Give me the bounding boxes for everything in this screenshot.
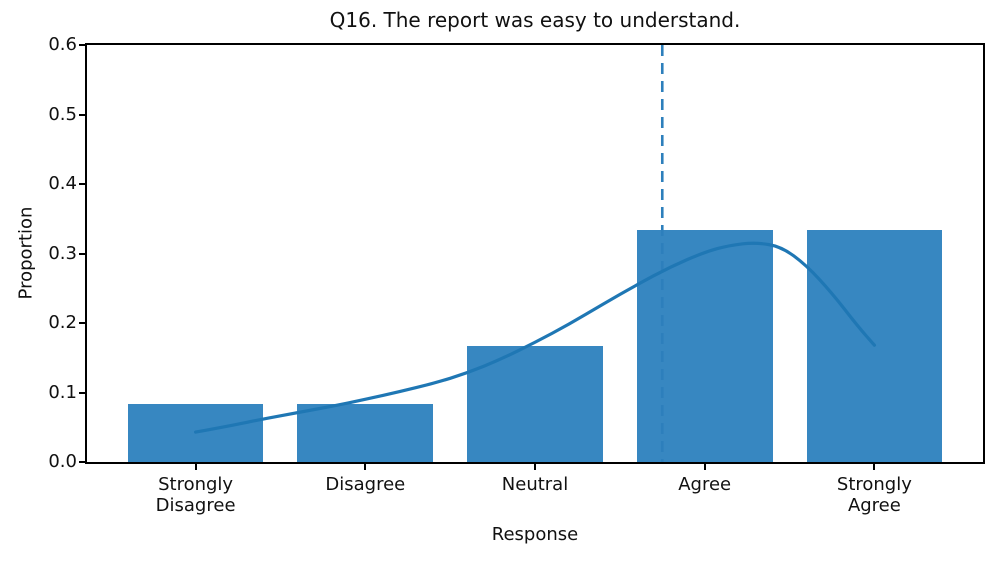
y-axis-label: Proportion	[15, 206, 37, 300]
bar-disagree	[297, 404, 434, 462]
bar-agree	[636, 230, 773, 462]
x-tick-label: Strongly Agree	[836, 474, 912, 516]
overlay-layer	[194, 45, 876, 462]
x-axis-label: Response	[491, 524, 579, 545]
y-tick-label: 0.1	[48, 381, 77, 403]
y-tick-mark	[79, 252, 87, 255]
y-tick-label: 0.5	[48, 103, 77, 125]
y-tick-mark	[79, 391, 87, 394]
x-tick-mark	[703, 462, 706, 470]
kde-curve	[194, 241, 876, 434]
x-tick-mark	[364, 462, 367, 470]
y-tick-mark	[79, 183, 87, 185]
y-tick-mark	[79, 44, 87, 46]
y-tick-label: 0.6	[48, 34, 77, 55]
x-tick-mark	[873, 462, 876, 470]
y-tick-mark	[79, 113, 87, 116]
x-tick-label: Strongly Disagree	[155, 474, 236, 516]
x-tick-mark	[194, 462, 197, 470]
x-tick-label: Agree	[678, 474, 732, 495]
x-tick-mark	[534, 462, 536, 470]
chart-title: Q16. The report was easy to understand.	[329, 8, 741, 32]
y-tick-mark	[79, 461, 87, 463]
y-tick-label: 0.2	[48, 312, 77, 333]
x-tick-label: Neutral	[501, 474, 569, 495]
y-tick-label: 0.0	[48, 451, 77, 472]
y-tick-mark	[79, 322, 87, 324]
y-tick-label: 0.4	[48, 173, 77, 194]
plot-area	[87, 45, 983, 462]
x-tick-label: Disagree	[325, 474, 406, 495]
